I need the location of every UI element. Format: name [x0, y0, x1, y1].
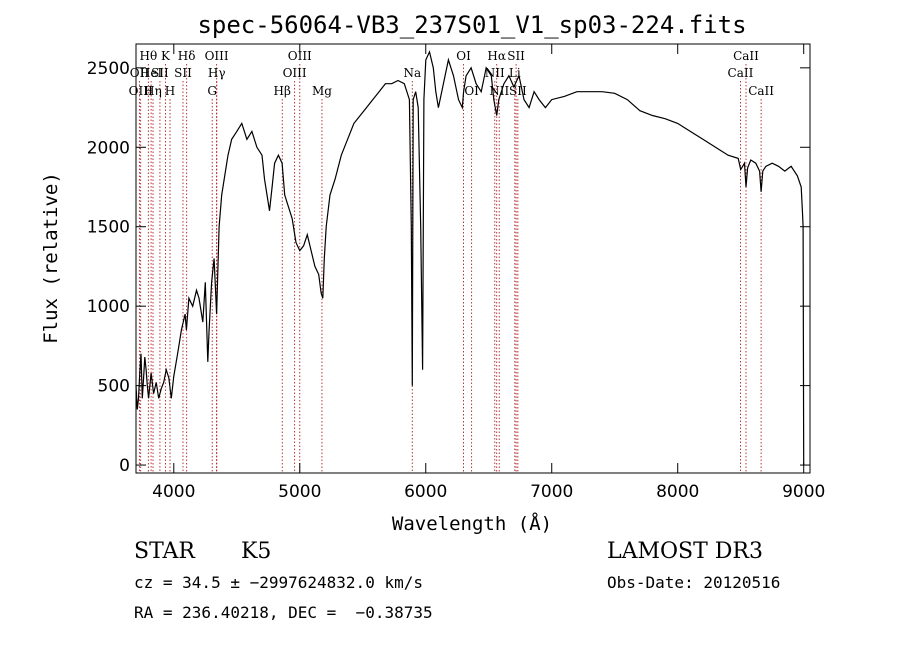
obs-date-text: Obs-Date: 20120516 — [607, 573, 781, 592]
line-label: OIII — [205, 49, 229, 63]
spectrum-line — [135, 50, 805, 466]
radec-text: RA = 236.40218, DEC = −0.38735 — [134, 603, 433, 622]
plot-frame — [135, 43, 811, 474]
line-label: Hα — [487, 49, 506, 63]
y-tick-label: 500 — [98, 377, 130, 397]
x-tick-label: 4000 — [152, 482, 195, 502]
x-tick-label: 5000 — [278, 482, 321, 502]
line-label: OIII — [129, 84, 153, 98]
subclass-label: K5 — [241, 539, 272, 564]
y-tick-label: 0 — [119, 456, 130, 476]
line-label: OI — [456, 49, 471, 63]
y-axis-label: Flux (relative) — [40, 172, 62, 344]
line-label: CaII — [733, 49, 759, 63]
line-label: SII — [507, 49, 525, 63]
y-ticks-group: 0 500 1000 1500 2000 2500 — [87, 59, 810, 476]
x-ticks-group: 4000 5000 6000 7000 8000 9000 — [152, 44, 825, 502]
line-label: Hη — [144, 84, 162, 98]
chart-title: spec-56064-VB3_237S01_V1_sp03-224.fits — [197, 11, 746, 39]
line-label: OII — [130, 66, 150, 80]
line-label: Hγ — [208, 66, 226, 80]
survey-label: LAMOST DR3 — [607, 539, 763, 564]
line-label: OI — [464, 84, 479, 98]
line-label: OIII — [288, 49, 312, 63]
line-label: CaII — [748, 84, 774, 98]
line-label: SII — [509, 84, 527, 98]
line-label: HeI — [140, 66, 163, 80]
line-label: NII — [485, 66, 505, 80]
line-label: SII — [174, 66, 192, 80]
line-label: NII — [489, 84, 509, 98]
line-label: Li — [509, 66, 521, 80]
x-tick-label: 7000 — [530, 482, 573, 502]
line-labels-group: HθOIIOIIIHeIHηKSIIHHδSIIOIIIHγGOIIIOIIIH… — [129, 49, 775, 98]
class-label: STAR — [134, 539, 195, 564]
line-label: Hθ — [139, 49, 157, 63]
x-tick-label: 9000 — [782, 482, 825, 502]
line-markers-group — [138, 64, 762, 473]
line-label: Hβ — [274, 84, 291, 98]
line-label: Hδ — [178, 49, 196, 63]
line-label: G — [207, 84, 217, 98]
y-tick-label: 1000 — [87, 297, 130, 317]
line-label: Na — [403, 66, 421, 80]
line-label: H — [165, 84, 175, 98]
line-label: OIII — [283, 66, 307, 80]
x-axis-label: Wavelength (Å) — [392, 512, 552, 535]
line-label: SII — [151, 66, 169, 80]
y-tick-label: 2000 — [87, 138, 130, 158]
x-tick-label: 8000 — [656, 482, 699, 502]
y-tick-label: 2500 — [87, 59, 130, 79]
line-label: K — [161, 49, 171, 63]
line-label: CaII — [728, 66, 754, 80]
line-label: Mg — [312, 84, 332, 98]
x-tick-label: 6000 — [404, 482, 447, 502]
redshift-text: cz = 34.5 ± −2997624832.0 km/s — [134, 573, 423, 592]
y-tick-label: 1500 — [87, 218, 130, 238]
